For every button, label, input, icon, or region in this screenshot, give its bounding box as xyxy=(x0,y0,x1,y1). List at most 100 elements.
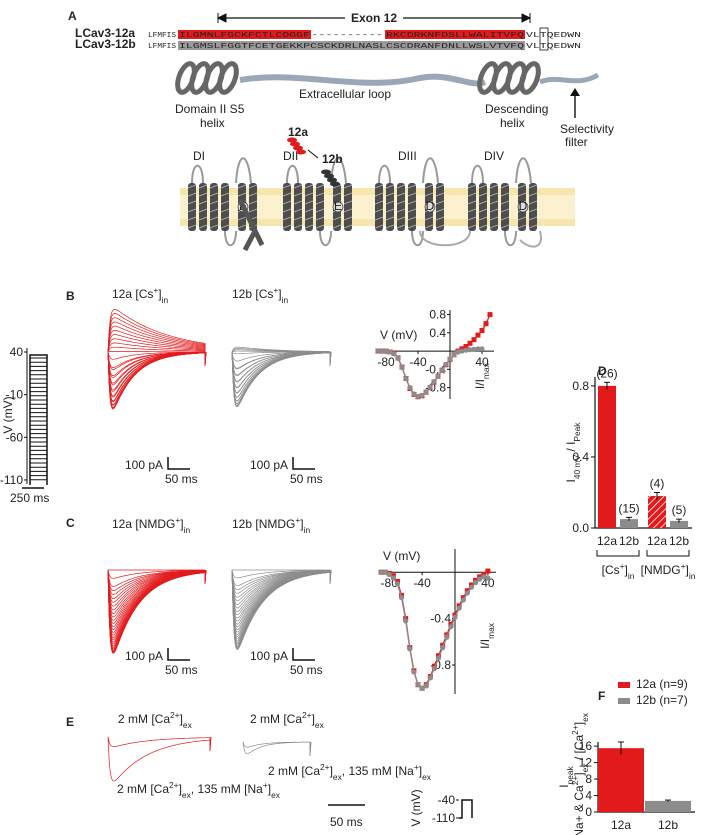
y-axis-label: I40 mV / IPeak xyxy=(564,422,582,483)
current-trace xyxy=(231,569,332,612)
helix-stripe xyxy=(343,216,353,221)
current-trace xyxy=(108,569,207,585)
group-label-part: in xyxy=(628,571,635,581)
marker xyxy=(431,665,438,672)
helix-stripe xyxy=(396,216,406,221)
helix-stripe xyxy=(435,224,445,229)
condition-label-part: + xyxy=(263,780,268,790)
helix-stripe xyxy=(396,224,406,229)
current-trace xyxy=(231,351,332,383)
current-trace xyxy=(231,351,332,407)
tm-helix xyxy=(468,183,476,231)
tm-helix xyxy=(436,183,444,231)
helix-stripe xyxy=(304,224,314,229)
tick-label: -40 xyxy=(438,793,456,807)
helix-stripe xyxy=(198,224,208,229)
current-trace xyxy=(231,569,332,591)
helix-stripe xyxy=(489,224,499,229)
marker xyxy=(419,392,425,398)
helix-stripe xyxy=(293,208,303,213)
marker xyxy=(447,356,453,362)
helix-stripe xyxy=(237,216,247,221)
exon-helix xyxy=(330,181,340,187)
y-tick-label: -0.4 xyxy=(425,362,446,376)
trace-title-part: ] xyxy=(180,517,183,531)
helix-stripe xyxy=(500,224,510,229)
helix-stripe xyxy=(282,224,292,229)
marker xyxy=(455,349,461,355)
structure-label: Extracellular loop xyxy=(299,87,391,101)
arrowhead xyxy=(570,88,580,96)
marker xyxy=(403,618,409,624)
current-trace xyxy=(107,329,207,367)
y-tick-label: 12 xyxy=(579,756,593,770)
helix-stripe xyxy=(424,184,434,189)
y-axis-label-part: [Na+ & Ca xyxy=(572,785,586,835)
bar xyxy=(648,496,666,528)
y-axis-label-part: ] xyxy=(572,772,586,775)
helix-stripe xyxy=(332,192,342,197)
current-trace xyxy=(107,321,207,367)
helix-stripe xyxy=(396,192,406,197)
tm-helix xyxy=(529,183,537,231)
helix-stripe xyxy=(187,224,197,229)
helix-stripe xyxy=(385,192,395,197)
helix-stripe xyxy=(237,224,247,229)
domain-label: DIV xyxy=(484,149,504,163)
y-axis-label: I/Imax xyxy=(478,622,496,649)
tm-helix xyxy=(210,183,218,231)
helix-stripe xyxy=(467,200,477,205)
helix-stripe xyxy=(489,192,499,197)
marker xyxy=(407,646,413,652)
structure-label: helix xyxy=(200,116,225,130)
helix-stripe xyxy=(424,192,434,197)
condition-label-part: ] xyxy=(419,764,422,778)
helix-stripe xyxy=(489,216,499,221)
marker xyxy=(403,375,409,382)
y-axis-label-part: I xyxy=(557,784,571,787)
marker xyxy=(451,352,457,358)
current-trace xyxy=(242,741,312,757)
helix-stripe xyxy=(220,200,230,205)
helix-stripe xyxy=(220,216,230,221)
y-axis-label-part: ex xyxy=(580,712,590,722)
sequence: RKCDRKNFDSLLWALITVFQ xyxy=(386,32,524,40)
exon-helix xyxy=(293,145,303,151)
scale-bar xyxy=(292,457,315,470)
helix-stripe xyxy=(435,200,445,205)
marker xyxy=(398,595,405,601)
helix-stripe xyxy=(220,192,230,197)
tm-helix xyxy=(316,183,324,231)
helix-stripe xyxy=(293,224,303,229)
marker xyxy=(443,361,449,367)
helix-turn xyxy=(519,61,541,95)
x-tick-label: 12b xyxy=(619,534,639,548)
legend-swatch xyxy=(618,698,630,704)
helix-stripe xyxy=(248,192,258,197)
helix-stripe xyxy=(293,184,303,189)
time-label: 50 ms xyxy=(330,815,363,829)
protocol xyxy=(29,354,48,485)
current-trace xyxy=(107,342,207,367)
loop xyxy=(378,157,439,247)
helix-stripe xyxy=(407,192,417,197)
marker xyxy=(487,312,493,318)
helix-stripe xyxy=(343,208,353,213)
scale-label: 100 pA xyxy=(250,458,288,472)
helix-stripe xyxy=(500,208,510,213)
y-tick-label: 8 xyxy=(585,772,592,786)
helix-stripe xyxy=(220,208,230,213)
marker xyxy=(411,669,417,675)
x-axis-label: V (mV) xyxy=(383,549,420,563)
group-label-part: [Cs xyxy=(602,563,620,577)
y-axis-label-part: max xyxy=(486,622,496,639)
group-label-part: [NMDG xyxy=(641,563,681,577)
helix-stripe xyxy=(467,216,477,221)
x-axis-label: V (mV) xyxy=(380,328,417,342)
marker xyxy=(467,347,473,353)
tm-helix xyxy=(283,183,291,231)
helix-stripe xyxy=(407,184,417,189)
bar xyxy=(645,800,691,812)
exon-helix xyxy=(324,173,334,179)
residue xyxy=(332,201,344,213)
